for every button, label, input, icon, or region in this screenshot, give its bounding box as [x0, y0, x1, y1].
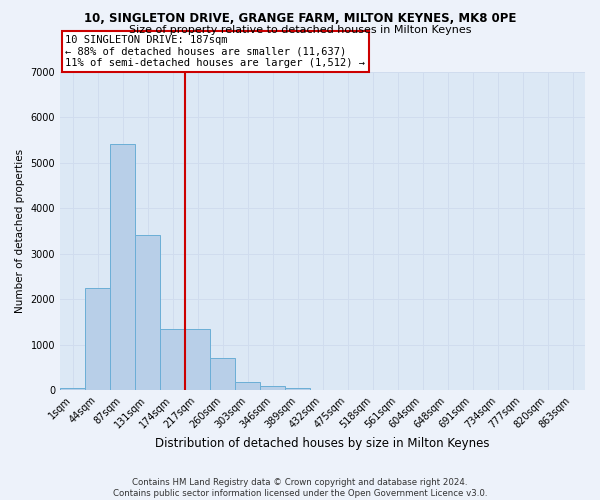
X-axis label: Distribution of detached houses by size in Milton Keynes: Distribution of detached houses by size …	[155, 437, 490, 450]
Text: 10, SINGLETON DRIVE, GRANGE FARM, MILTON KEYNES, MK8 0PE: 10, SINGLETON DRIVE, GRANGE FARM, MILTON…	[84, 12, 516, 26]
Bar	[235, 382, 260, 390]
Bar	[160, 328, 185, 390]
Bar	[60, 388, 85, 390]
Bar	[135, 236, 160, 390]
Bar	[285, 388, 310, 390]
Y-axis label: Number of detached properties: Number of detached properties	[15, 149, 25, 313]
Text: 10 SINGLETON DRIVE: 187sqm
← 88% of detached houses are smaller (11,637)
11% of : 10 SINGLETON DRIVE: 187sqm ← 88% of deta…	[65, 35, 365, 68]
Bar	[185, 328, 210, 390]
Bar	[85, 288, 110, 390]
Bar	[260, 386, 285, 390]
Text: Size of property relative to detached houses in Milton Keynes: Size of property relative to detached ho…	[129, 25, 471, 35]
Bar	[110, 144, 135, 390]
Text: Contains HM Land Registry data © Crown copyright and database right 2024.
Contai: Contains HM Land Registry data © Crown c…	[113, 478, 487, 498]
Bar	[210, 358, 235, 390]
